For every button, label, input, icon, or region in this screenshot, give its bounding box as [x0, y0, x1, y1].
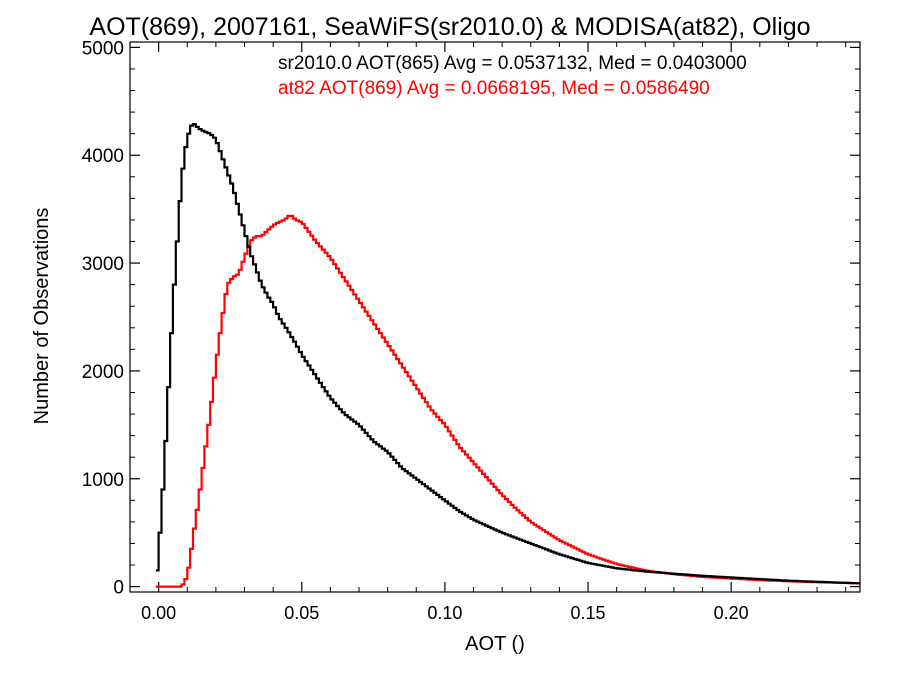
y-tick-label: 2000	[82, 362, 124, 383]
x-axis-label: AOT ()	[465, 633, 525, 655]
y-axis-label: Number of Observations	[31, 208, 53, 425]
x-tick-label: 0.15	[571, 603, 606, 623]
x-axis: 0.00 0.05 0.10 0.15 0.20	[141, 42, 847, 623]
series-line-sr2010	[155, 123, 860, 585]
chart-title: AOT(869), 2007161, SeaWiFS(sr2010.0) & M…	[89, 13, 810, 41]
x-tick-label: 0.05	[284, 603, 319, 623]
x-tick-label: 0.10	[427, 603, 462, 623]
y-tick-label: 0	[113, 578, 124, 599]
x-tick-label: 0.20	[714, 603, 749, 623]
y-tick-label: 5000	[82, 38, 124, 59]
series-layer	[155, 123, 860, 588]
series-line-at82	[155, 214, 860, 588]
y-axis: 0 1000 2000 3000 4000 5000	[82, 38, 860, 599]
plot-frame	[129, 41, 861, 593]
y-tick-label: 3000	[82, 254, 124, 275]
legend-black-stats: sr2010.0 AOT(865) Avg = 0.0537132, Med =…	[278, 53, 747, 74]
y-tick-label: 4000	[82, 146, 124, 167]
x-tick-label: 0.00	[141, 603, 176, 623]
legend-red-stats: at82 AOT(869) Avg = 0.0668195, Med = 0.0…	[278, 78, 710, 99]
y-tick-label: 1000	[82, 470, 124, 491]
